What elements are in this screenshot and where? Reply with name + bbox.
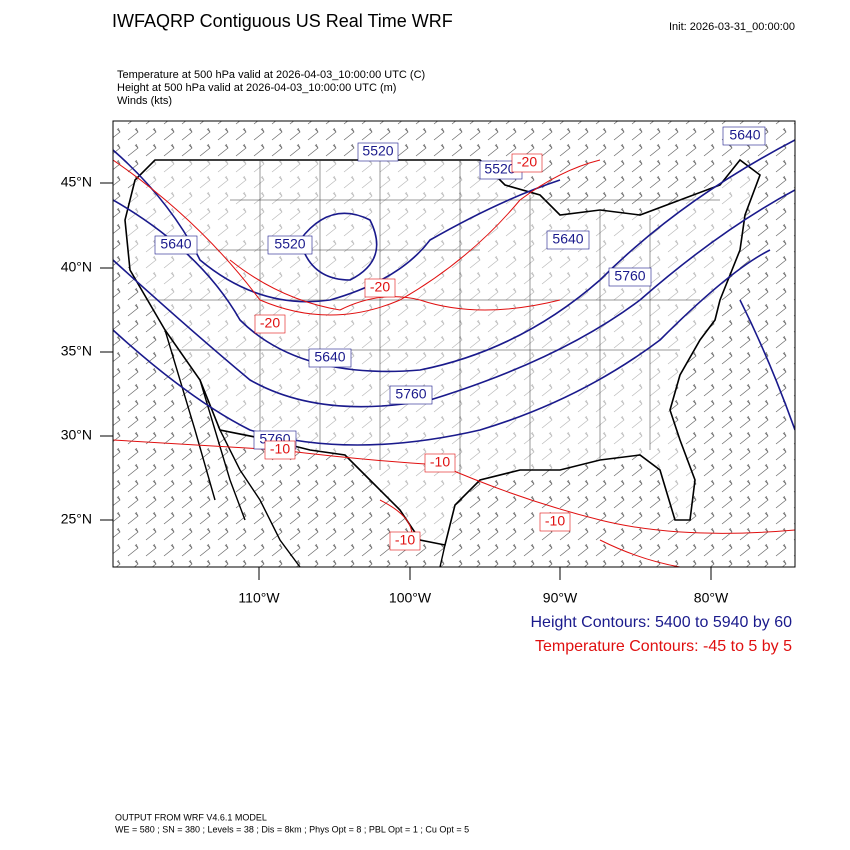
height-label: 5760 — [395, 386, 426, 402]
height-legend: Height Contours: 5400 to 5940 by 60 — [530, 614, 792, 631]
temp-label: -20 — [517, 154, 537, 170]
lat-label: 25°N — [61, 511, 92, 527]
temp-label: -10 — [270, 441, 290, 457]
lat-label: 45°N — [61, 174, 92, 190]
title: IWFAQRP Contiguous US Real Time WRF — [112, 11, 453, 31]
mexico-coast — [164, 329, 446, 567]
lon-label: 100°W — [389, 590, 432, 606]
temperature-legend: Temperature Contours: -45 to 5 by 5 — [535, 638, 792, 655]
footer-model: OUTPUT FROM WRF V4.6.1 MODEL — [115, 812, 267, 822]
init-time: Init: 2026-03-31_00:00:00 — [669, 21, 795, 33]
lon-axis: 110°W 100°W 90°W 80°W — [238, 567, 729, 606]
height-label: 5760 — [614, 268, 645, 284]
field-label: Temperature at 500 hPa valid at 2026-04-… — [117, 69, 425, 81]
height-label: 5640 — [160, 236, 191, 252]
height-label: 5520 — [362, 143, 393, 159]
temp-label: -10 — [395, 532, 415, 548]
lat-label: 40°N — [61, 259, 92, 275]
temp-label: -20 — [260, 315, 280, 331]
height-label: 5520 — [484, 161, 515, 177]
temp-label: -10 — [545, 513, 565, 529]
lat-axis: 45°N 40°N 35°N 30°N 25°N — [61, 174, 113, 527]
field-label: Winds (kts) — [117, 95, 172, 107]
footer-settings: WE = 580 ; SN = 380 ; Levels = 38 ; Dis … — [115, 824, 469, 834]
height-label: 5520 — [274, 236, 305, 252]
temp-label: -20 — [370, 279, 390, 295]
height-label: 5640 — [552, 231, 583, 247]
lon-label: 80°W — [694, 590, 729, 606]
lon-label: 110°W — [238, 590, 280, 606]
height-label: 5640 — [314, 349, 345, 365]
lon-label: 90°W — [543, 590, 578, 606]
map-frame — [112, 120, 796, 568]
lat-label: 35°N — [61, 343, 92, 359]
map: 5520 5520 5640 5640 5520 5640 5760 5640 … — [113, 121, 795, 567]
height-labels: 5520 5520 5640 5640 5520 5640 5760 5640 … — [154, 126, 766, 450]
field-label: Height at 500 hPa valid at 2026-04-03_10… — [117, 82, 396, 94]
temp-label: -10 — [430, 454, 450, 470]
temperature-labels: -20 -20 -20 -10 -10 -10 -10 — [254, 153, 571, 551]
lat-label: 30°N — [61, 427, 92, 443]
height-label: 5640 — [729, 127, 760, 143]
